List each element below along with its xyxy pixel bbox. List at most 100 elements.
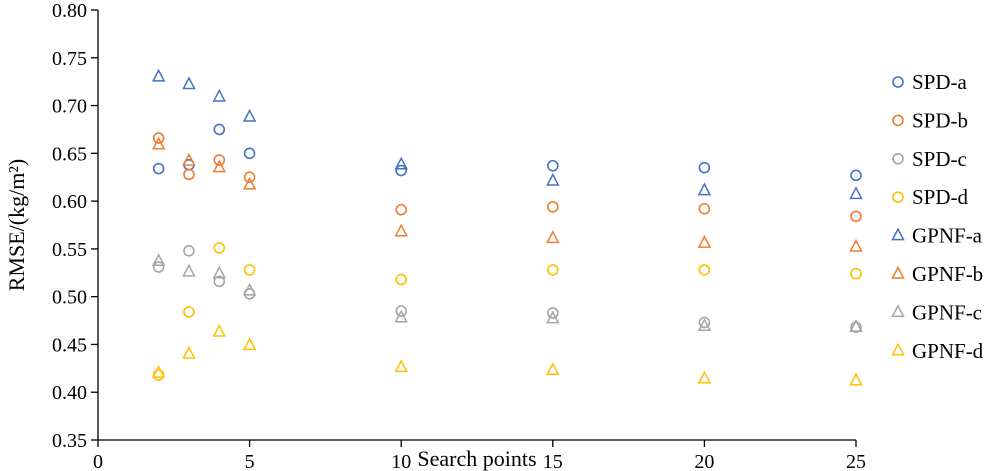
- legend-label: GPNF-d: [912, 339, 984, 363]
- series-spd-a: [152, 123, 862, 182]
- data-point: [394, 223, 408, 237]
- data-point: [698, 316, 711, 329]
- data-point: [152, 369, 165, 381]
- y-tick-label: 0.55: [52, 239, 87, 261]
- legend-label: GPNF-c: [912, 300, 982, 324]
- data-point: [697, 235, 712, 248]
- data-point: [850, 267, 862, 280]
- legend-item: SPD-d: [892, 185, 969, 209]
- y-tick-label: 0.75: [52, 48, 87, 70]
- data-point: [182, 76, 196, 90]
- y-axis-label: RMSE/(kg/m²): [4, 159, 29, 292]
- data-point: [152, 261, 165, 273]
- data-point: [546, 362, 560, 375]
- data-point: [243, 147, 256, 160]
- data-point: [395, 203, 408, 216]
- series-gpnf-d: [151, 323, 863, 386]
- series-spd-d: [152, 242, 862, 381]
- x-ticks: 0 5 10 15 20 25: [93, 440, 866, 471]
- data-point: [182, 152, 196, 166]
- data-point: [394, 309, 408, 323]
- data-point: [151, 253, 166, 267]
- data-point: [242, 108, 257, 122]
- data-point: [697, 318, 712, 332]
- legend-marker: [891, 304, 905, 318]
- data-point: [849, 372, 863, 386]
- data-point: [212, 323, 227, 337]
- y-tick-label: 0.50: [52, 287, 87, 309]
- legend-marker: [891, 342, 905, 356]
- legend-item: GPNF-c: [891, 300, 982, 324]
- series-gpnf-c: [151, 253, 863, 332]
- y-tick-label: 0.65: [52, 143, 87, 165]
- y-tick-label: 0.60: [52, 191, 87, 213]
- data-point: [151, 136, 166, 150]
- legend-item: GPNF-b: [891, 262, 983, 286]
- data-point: [394, 156, 408, 170]
- y-ticks: 0.35 0.40 0.45 0.50 0.55 0.60 0.65 0.70 0.75 0.80: [52, 0, 98, 452]
- legend-marker: [892, 114, 904, 127]
- series-gpnf-b: [151, 136, 863, 252]
- data-point: [182, 345, 196, 359]
- legend-label: SPD-b: [912, 108, 968, 132]
- y-tick-label: 0.40: [52, 382, 87, 404]
- data-point: [849, 319, 863, 332]
- legend-label: GPNF-a: [912, 224, 983, 248]
- x-axis-label: Search points: [417, 446, 536, 471]
- data-point: [698, 161, 711, 174]
- x-tick-label: 25: [846, 451, 866, 471]
- data-point: [395, 273, 408, 286]
- y-tick-label: 0.70: [52, 96, 87, 118]
- data-markers: [151, 68, 863, 386]
- x-tick-label: 5: [245, 451, 255, 471]
- data-point: [183, 168, 195, 181]
- data-point: [849, 186, 863, 200]
- data-point: [242, 176, 257, 190]
- legend-marker: [891, 227, 905, 241]
- data-point: [243, 264, 256, 276]
- series-spd-b: [152, 132, 862, 223]
- legend-item: GPNF-a: [891, 224, 983, 248]
- data-point: [395, 305, 408, 317]
- legend-label: SPD-d: [912, 185, 969, 209]
- data-point: [152, 132, 165, 144]
- data-point: [697, 370, 712, 384]
- data-point: [698, 264, 711, 276]
- data-point: [212, 265, 227, 279]
- data-point: [850, 169, 862, 182]
- data-point: [213, 275, 226, 288]
- axes: [97, 10, 856, 441]
- legend-marker: [892, 153, 904, 165]
- x-tick-label: 0: [93, 451, 103, 471]
- data-point: [212, 159, 227, 173]
- data-point: [212, 88, 227, 102]
- legend-marker: [891, 265, 905, 279]
- y-tick-label: 0.35: [52, 430, 87, 452]
- data-point: [183, 306, 195, 318]
- data-point: [152, 162, 165, 175]
- data-point: [213, 242, 226, 254]
- legend-item: SPD-a: [892, 70, 968, 94]
- data-point: [546, 159, 559, 172]
- legend-label: GPNF-b: [912, 262, 983, 286]
- data-point: [394, 359, 408, 373]
- data-point: [850, 210, 862, 223]
- legend-label: SPD-c: [912, 147, 967, 171]
- data-point: [151, 364, 166, 378]
- data-point: [182, 263, 196, 277]
- data-point: [183, 245, 195, 257]
- data-point: [546, 307, 559, 319]
- data-point: [546, 172, 560, 186]
- data-point: [213, 154, 226, 166]
- y-tick-label: 0.45: [52, 334, 87, 356]
- data-point: [849, 238, 863, 252]
- legend-item: GPNF-d: [891, 339, 984, 363]
- x-tick-label: 15: [543, 451, 563, 471]
- x-tick-label: 10: [391, 451, 411, 471]
- legend-marker: [892, 76, 904, 88]
- y-tick-label: 0.80: [52, 0, 87, 22]
- data-point: [213, 123, 226, 136]
- data-point: [395, 164, 408, 177]
- legend: SPD-a SPD-b SPD-c SPD-d GPNF-a GPNF-b GPNF-c GP…: [891, 70, 984, 363]
- legend-item: SPD-c: [892, 147, 967, 171]
